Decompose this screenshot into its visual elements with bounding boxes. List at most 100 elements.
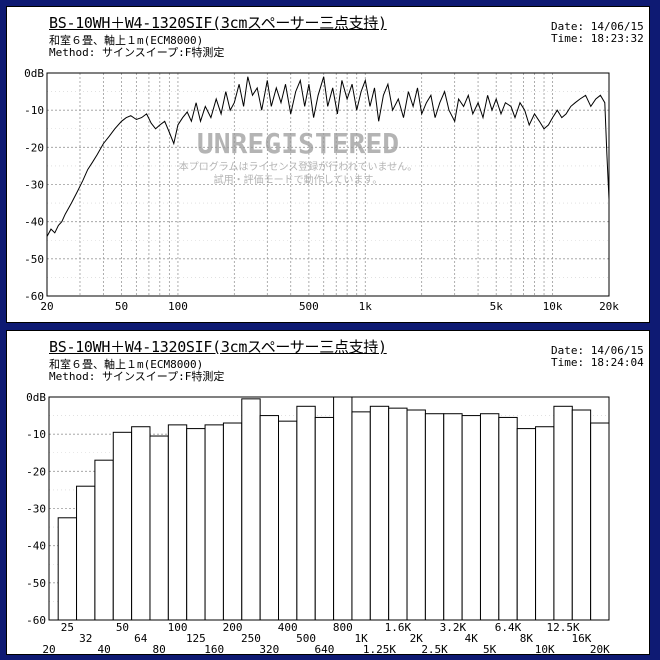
measurement-method: Method: サインスイープ:F特測定 (49, 46, 225, 59)
band-bar (94, 459, 114, 621)
band-bar (314, 416, 335, 621)
y-tick-label: -50 (26, 577, 46, 590)
band-bar (259, 415, 280, 621)
band-bar (590, 422, 610, 621)
octave-band-panel: BS-10WH＋W4-1320SIF(3cmスペーサー三点支持) 和室６畳、軸上… (6, 330, 650, 656)
x-tick-label: 320 (259, 643, 279, 656)
measurement-conditions: 和室６畳、軸上１m(ECM8000) (49, 34, 204, 47)
measurement-date: Date: 14/06/15 (551, 20, 644, 33)
y-tick-label: 0dB (26, 391, 46, 404)
measurement-method: Method: サインスイープ:F特測定 (49, 370, 225, 383)
band-bar (76, 485, 96, 621)
x-tick-label: 500 (296, 632, 316, 645)
y-tick-label: -60 (26, 614, 46, 627)
band-bar (131, 426, 151, 621)
band-bar (516, 428, 537, 621)
band-bar (57, 517, 78, 621)
band-bar (112, 431, 133, 621)
band-bar (369, 405, 390, 621)
y-tick-label: -40 (24, 216, 44, 229)
measurement-time: Time: 18:24:04 (551, 356, 644, 369)
x-tick-label: 1.6K (385, 621, 412, 634)
watermark-headline: UNREGISTERED (197, 127, 399, 160)
y-tick-label: -20 (24, 141, 44, 154)
x-tick-label: 10k (543, 300, 563, 313)
band-bar (241, 398, 261, 621)
band-bar (535, 426, 555, 621)
band-bar (167, 424, 188, 621)
x-tick-label: 800 (333, 621, 353, 634)
x-tick-label: 400 (278, 621, 298, 634)
octave-band-plot: UNREGISTERED本プログラムはライセンス登録が行われていません。試用・評… (26, 391, 610, 656)
x-tick-label: 1.25K (363, 643, 396, 656)
x-tick-label: 500 (299, 300, 319, 313)
chart-title: BS-10WH＋W4-1320SIF(3cmスペーサー三点支持) (49, 14, 387, 32)
chart-title: BS-10WH＋W4-1320SIF(3cmスペーサー三点支持) (49, 338, 387, 356)
x-tick-label: 32 (79, 632, 92, 645)
band-bar (351, 411, 371, 621)
band-bar (443, 413, 463, 621)
y-tick-label: -40 (26, 540, 46, 553)
y-tick-label: -10 (26, 428, 46, 441)
x-tick-label: 50 (115, 300, 128, 313)
x-tick-label: 100 (168, 300, 188, 313)
band-bar (553, 405, 573, 621)
x-tick-label: 12.5K (547, 621, 580, 634)
x-tick-label: 8K (520, 632, 534, 645)
x-tick-label: 1k (359, 300, 373, 313)
x-tick-label: 250 (241, 632, 261, 645)
band-bar (333, 396, 353, 621)
y-tick-label: -50 (24, 253, 44, 266)
band-bar (479, 413, 500, 621)
x-tick-label: 25 (61, 621, 74, 634)
watermark-line: 試用・評価モードで動作しています。 (214, 173, 383, 186)
x-tick-label: 200 (223, 621, 243, 634)
x-tick-label: 16K (572, 632, 592, 645)
y-tick-label: -60 (24, 290, 44, 303)
band-bar (461, 415, 481, 621)
x-tick-label: 50 (116, 621, 129, 634)
plot-frame (48, 396, 610, 621)
band-bar (498, 416, 518, 621)
band-bar (571, 409, 592, 621)
x-tick-label: 4K (465, 632, 479, 645)
x-tick-label: 20k (599, 300, 619, 313)
y-tick-label: 0dB (24, 67, 44, 80)
x-tick-label: 80 (153, 643, 166, 656)
band-bar (296, 405, 316, 621)
x-tick-label: 6.4K (495, 621, 522, 634)
x-tick-label: 20K (590, 643, 610, 656)
band-bar (222, 422, 243, 621)
plot-frame (46, 72, 610, 297)
watermark-line: 本プログラムはライセンス登録が行われていません。 (179, 160, 417, 173)
x-tick-label: 20 (40, 300, 53, 313)
y-tick-label: -10 (24, 104, 44, 117)
x-tick-label: 5k (490, 300, 504, 313)
frequency-response-plot: UNREGISTERED本プログラムはライセンス登録が行われていません。試用・評… (24, 67, 619, 313)
x-tick-label: 160 (204, 643, 224, 656)
x-tick-label: 5K (483, 643, 497, 656)
y-tick-label: -30 (26, 503, 46, 516)
x-tick-label: 1K (355, 632, 369, 645)
x-tick-label: 2.5K (421, 643, 448, 656)
x-tick-label: 3.2K (440, 621, 467, 634)
frequency-response-panel: BS-10WH＋W4-1320SIF(3cmスペーサー三点支持) 和室６畳、軸上… (6, 6, 650, 323)
measurement-conditions: 和室６畳、軸上１m(ECM8000) (49, 358, 204, 371)
measurement-date: Date: 14/06/15 (551, 344, 644, 357)
band-bar (424, 413, 445, 621)
band-bar (278, 420, 298, 621)
band-bar (186, 428, 206, 621)
measurement-time: Time: 18:23:32 (551, 32, 644, 45)
x-tick-label: 2K (410, 632, 424, 645)
x-tick-label: 640 (314, 643, 334, 656)
response-curve (46, 76, 610, 237)
x-tick-label: 10K (535, 643, 555, 656)
x-tick-label: 125 (186, 632, 206, 645)
y-tick-label: -30 (24, 179, 44, 192)
x-tick-label: 64 (134, 632, 148, 645)
y-tick-label: -20 (26, 465, 46, 478)
band-bar (388, 407, 408, 621)
band-bar (149, 435, 169, 621)
x-tick-label: 40 (97, 643, 110, 656)
x-tick-label: 100 (168, 621, 188, 634)
